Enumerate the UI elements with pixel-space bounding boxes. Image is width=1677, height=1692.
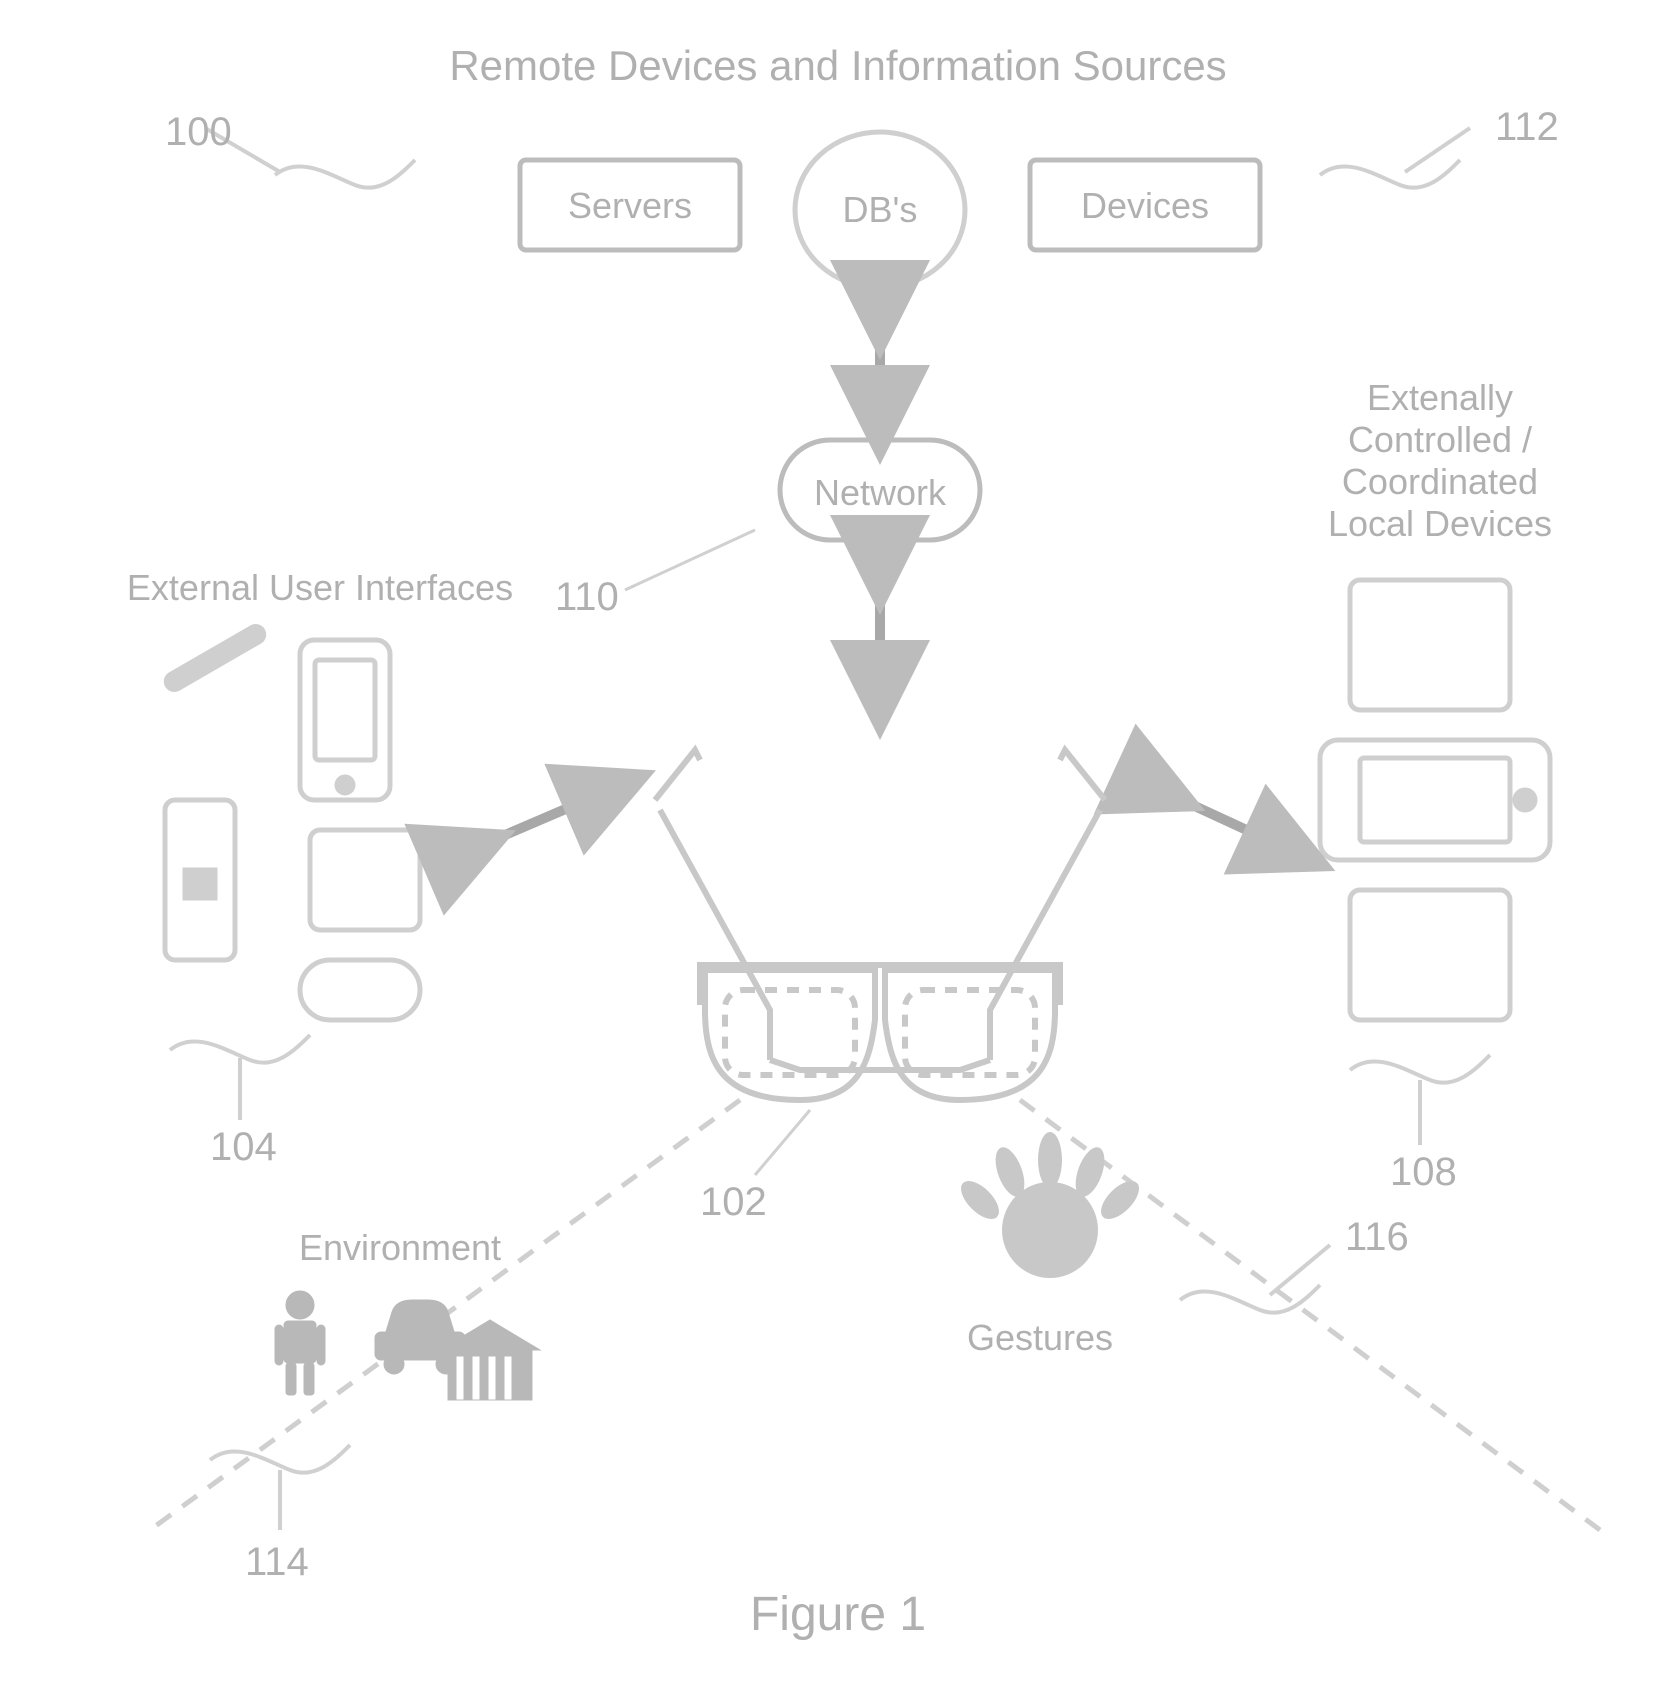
ref-102: 102 bbox=[700, 1180, 767, 1224]
devices-box: Devices bbox=[1030, 160, 1260, 250]
title: Remote Devices and Information Sources bbox=[449, 42, 1226, 89]
figure-caption: Figure 1 bbox=[750, 1588, 926, 1641]
ref-108: 108 bbox=[1390, 1150, 1457, 1194]
lead-102 bbox=[755, 1110, 810, 1175]
db-shape: DB's bbox=[795, 132, 965, 288]
svg-text:Extenally: Extenally bbox=[1367, 377, 1513, 418]
svg-text:Network: Network bbox=[814, 472, 947, 513]
servers-box: Servers bbox=[520, 160, 740, 250]
ext-ui-cluster bbox=[163, 624, 420, 1020]
svg-text:Local Devices: Local Devices bbox=[1328, 503, 1552, 544]
hand-icon bbox=[955, 1132, 1146, 1278]
bracket-116 bbox=[1180, 1245, 1330, 1313]
smart-glasses bbox=[655, 750, 1105, 1100]
fov-right bbox=[1020, 1100, 1600, 1530]
svg-text:DB's: DB's bbox=[843, 189, 918, 230]
environment-label: Environment bbox=[299, 1227, 501, 1268]
bracket-104 bbox=[170, 1035, 310, 1120]
bracket-112 bbox=[1320, 128, 1470, 188]
ref-114: 114 bbox=[245, 1540, 309, 1584]
arrow-extui-glasses bbox=[470, 790, 610, 850]
gestures-label: Gestures bbox=[967, 1317, 1113, 1358]
ref-110: 110 bbox=[555, 575, 619, 619]
svg-text:Devices: Devices bbox=[1081, 185, 1209, 226]
diagram: Remote Devices and Information Sources S… bbox=[0, 0, 1677, 1692]
environment-icons bbox=[275, 1291, 540, 1400]
arrow-extlocal-glasses bbox=[1160, 790, 1290, 850]
lead-110 bbox=[625, 530, 755, 590]
ext-local-cluster bbox=[1320, 580, 1550, 1020]
svg-text:Servers: Servers bbox=[568, 185, 692, 226]
bracket-108 bbox=[1350, 1055, 1490, 1145]
ref-116: 116 bbox=[1345, 1215, 1409, 1259]
network-node: Network bbox=[780, 440, 980, 540]
ext-ui-label: External User Interfaces bbox=[127, 567, 513, 608]
svg-text:Controlled /: Controlled / bbox=[1348, 419, 1532, 460]
ext-local-label: Extenally Controlled / Coordinated Local… bbox=[1328, 377, 1552, 544]
svg-text:Coordinated: Coordinated bbox=[1342, 461, 1538, 502]
bracket-100 bbox=[205, 128, 415, 188]
ref-104: 104 bbox=[210, 1125, 277, 1169]
bracket-114 bbox=[210, 1445, 350, 1530]
ref-100: 100 bbox=[165, 110, 232, 154]
ref-112: 112 bbox=[1495, 105, 1559, 149]
